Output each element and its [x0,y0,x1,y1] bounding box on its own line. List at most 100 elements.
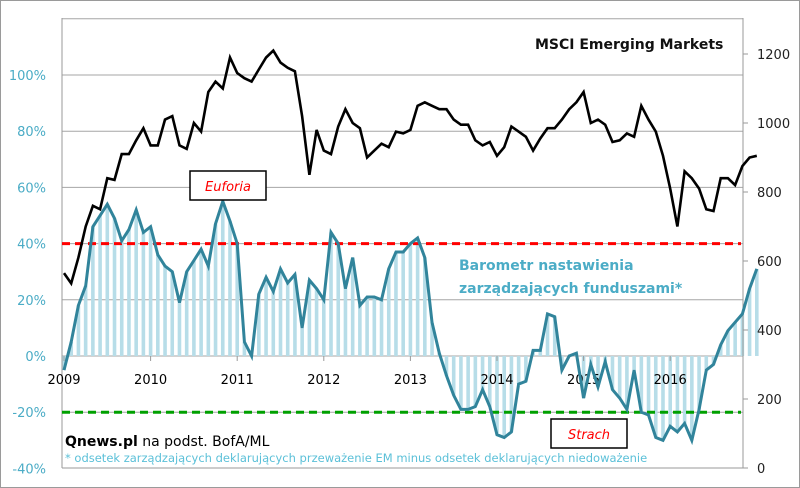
x-tick-label: 2014 [480,373,513,388]
x-tick-label: 2009 [47,373,80,388]
right-tick-label: 0 [757,462,765,477]
barometer-bar [617,356,622,399]
barometer-bar [653,356,658,438]
barometer-bar [213,223,218,356]
source-credit: Qnews.pl na podst. BofA/ML [65,434,270,450]
barometer-bar [350,257,355,356]
barometer-bar [220,201,225,356]
barometer-bar [148,226,153,356]
barometer-bar [444,356,449,376]
barometer-bar [184,271,189,356]
source-text: na podst. BofA/ML [138,434,270,450]
barometer-bar [415,237,420,356]
right-tick-label: 800 [757,186,782,201]
barometer-bar [358,305,362,356]
barometer-bar [423,257,427,356]
barometer-bar [278,268,283,356]
barometer-bar [69,341,74,356]
barometer-bar [170,271,175,356]
barometer-bar [199,249,203,356]
barometer-bar [192,260,196,356]
x-tick-label: 2011 [221,373,254,388]
euforia-box [189,170,267,201]
barometer-bar [516,356,521,385]
right-tick-label: 200 [757,393,782,408]
barometer-bar [639,356,644,413]
right-tick-label: 600 [757,255,782,270]
barometer-bar [127,229,131,356]
barometer-bar [704,356,709,371]
barometer-bar [451,356,456,396]
barometer-bar [300,327,304,356]
barometer-bar [538,350,543,356]
barometer-bars [62,201,759,441]
strach-label: Strach [568,428,610,443]
barometer-bar [632,356,636,371]
barometer-bar [726,330,730,356]
barometer-bar [163,266,167,356]
x-tick-label: 2016 [654,373,687,388]
euforia-annotation: Euforia [189,170,267,201]
source-brand: Qnews.pl [65,434,138,450]
series-lines [62,48,759,446]
barometer-bar [480,356,485,390]
barometer-bar [430,322,434,356]
barometer-bar [235,243,239,356]
barometer-bar [112,218,117,356]
barometer-bar [408,243,413,356]
left-tick-label: -40% [12,462,46,477]
right-tick-label: 400 [757,324,782,339]
barometer-bar [690,356,694,441]
barometer-label-line2: zarządzających funduszami* [459,281,683,297]
x-tick-label: 2010 [134,373,167,388]
right-tick-label: 1200 [757,48,790,63]
barometer-bar [285,282,290,356]
barometer-bar [242,341,247,356]
left-tick-label: 20% [17,294,46,309]
left-tick-label: 80% [17,125,46,140]
barometer-bar [487,356,492,407]
left-tick-label: -20% [12,406,46,421]
barometer-bar [675,356,680,432]
right-axis-ticks: 0 200 400 600 800 1000 1200 [743,48,790,477]
left-tick-label: 0% [25,350,46,365]
barometer-bar [545,313,550,356]
x-axis-ticks: 2009 2010 2011 2012 2013 2014 2015 2016 [47,356,687,388]
barometer-bar [733,322,737,356]
barometer-bar [322,299,326,356]
barometer-bar [718,344,723,356]
barometer-bar [524,356,528,382]
footnote: * odsetek zarządzających deklarujących p… [65,451,647,465]
barometer-bar [62,356,66,371]
barometer-bar [473,356,478,407]
barometer-bar [459,356,463,410]
left-axis-ticks: -40% -20% 0% 20% 40% 60% 80% 100% [9,69,46,477]
barometer-bar [495,356,499,435]
barometer-bar [91,226,95,356]
barometer-bar [682,356,687,424]
barometer-bar [401,252,405,356]
right-tick-label: 1000 [757,117,790,132]
barometer-bar [394,252,398,356]
barometer-bar [206,266,211,356]
barometer-bar [697,356,701,410]
barometer-bar [379,299,384,356]
barometer-bar [293,274,297,356]
barometer-bar [668,356,672,427]
barometer-bar [740,313,745,356]
barometer-bar [502,356,507,438]
barometer-bar [610,356,615,390]
barometer-bar [134,209,138,356]
barometer-bar [271,291,276,356]
x-tick-label: 2013 [394,373,427,388]
barometer-bar [141,232,146,356]
chart-title: MSCI Emerging Markets [535,37,723,53]
barometer-bar [177,302,182,356]
barometer-bar [596,356,600,387]
left-tick-label: 60% [17,181,46,196]
x-tick-label: 2012 [307,373,340,388]
barometer-bar [156,254,160,356]
barometer-bar [83,285,88,356]
barometer-bar [105,204,110,356]
